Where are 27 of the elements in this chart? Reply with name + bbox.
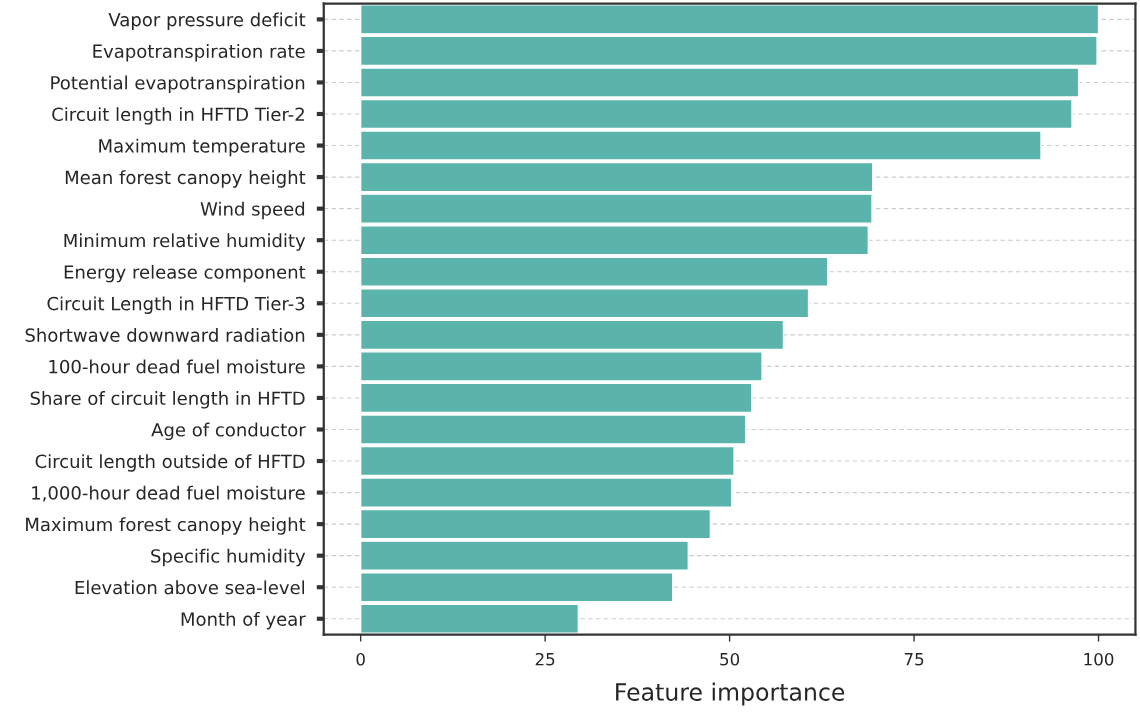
x-tick-label: 25 bbox=[535, 652, 555, 666]
x-tick-label: 50 bbox=[720, 652, 740, 666]
y-tick-label: Energy release component bbox=[64, 264, 306, 283]
y-tick-label: Wind speed bbox=[200, 201, 305, 220]
y-tick-label: Share of circuit length in HFTD bbox=[30, 391, 305, 409]
x-tick-label: 100 bbox=[1084, 652, 1114, 666]
y-tick-label: Vapor pressure deficit bbox=[108, 12, 306, 30]
bar bbox=[359, 603, 580, 634]
y-tick-label: Mean forest canopy height bbox=[65, 170, 306, 188]
y-tick-label: Shortwave downward radiation bbox=[25, 327, 305, 342]
y-tick-label: Circuit Length in HFTD Tier-3 bbox=[47, 296, 305, 314]
y-tick-label: Potential evapotranspiration bbox=[51, 75, 305, 94]
y-tick-label: Minimum relative humidity bbox=[64, 233, 306, 251]
y-tick-label: 100-hour dead fuel moisture bbox=[49, 359, 305, 374]
y-tick-label: Month of year bbox=[181, 611, 306, 630]
y-tick-label: Maximum forest canopy height bbox=[26, 517, 306, 535]
x-tick-label: 75 bbox=[904, 653, 924, 666]
y-tick-label: Elevation above sea-level bbox=[75, 580, 304, 595]
y-tick-label: Evapotranspiration rate bbox=[93, 44, 305, 62]
x-axis-title: Feature importance bbox=[616, 682, 845, 706]
y-tick-label: Age of conductor bbox=[151, 422, 306, 441]
y-tick-label: Maximum temperature bbox=[99, 138, 305, 157]
y-tick-label: Specific humidity bbox=[151, 548, 306, 567]
y-tick-label: Circuit length outside of HFTD bbox=[35, 454, 305, 472]
y-tick-label: 1,000-hour dead fuel moisture bbox=[32, 485, 305, 502]
y-tick-label: Circuit length in HFTD Tier-2 bbox=[52, 107, 304, 125]
x-tick-label: 0 bbox=[356, 652, 365, 666]
